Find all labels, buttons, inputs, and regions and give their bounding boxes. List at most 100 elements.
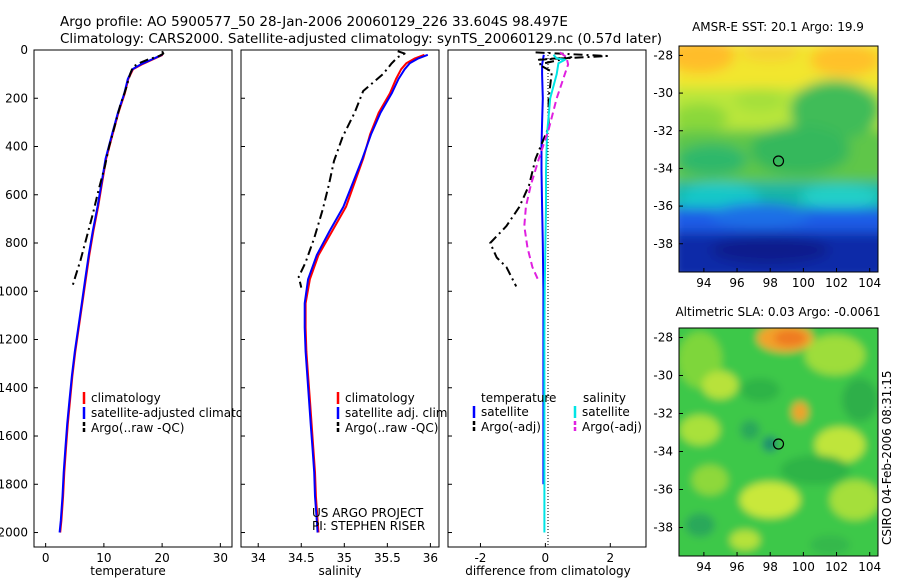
- lat-tick-label: -36: [653, 483, 673, 497]
- lon-tick-label: 100: [792, 276, 815, 290]
- legend-label-climatology: climatology: [345, 391, 415, 405]
- sla-map-ticks: 94 96 98 100 102 104 -28 -30 -32 -34 -36 -38: [653, 331, 881, 575]
- temperature-legend: climatology satellite-adjusted climatolo…: [82, 391, 269, 435]
- lat-tick-label: -30: [653, 369, 673, 383]
- temperature-ticks: 0 10 20 30 0 200 400 600 800 1000 1200 1400 1600 1800…: [0, 43, 228, 565]
- y-tick-label: 600: [5, 188, 28, 202]
- legend-label-argo: Argo(..raw -QC): [91, 421, 184, 435]
- lat-tick-label: -34: [653, 445, 673, 459]
- y-tick-label: 1800: [0, 477, 28, 491]
- sla-map-frame: [678, 327, 879, 557]
- salinity-panel: 34 34.5 35 35.5 36 salinity climatology sate…: [240, 49, 451, 578]
- figure-title-line2: Climatology: CARS2000. Satellite-adjuste…: [60, 31, 662, 47]
- lon-tick-label: 94: [696, 560, 711, 574]
- legend-label-sal-satellite: satellite: [582, 405, 630, 419]
- lon-tick-label: 100: [792, 560, 815, 574]
- sst-map-ticks: 94 96 98 100 102 104 -28 -30 -32 -34 -36 -38: [653, 48, 881, 290]
- lat-tick-label: -32: [653, 407, 673, 421]
- y-tick-label: 1600: [0, 429, 28, 443]
- x-tick-label: 34.5: [288, 551, 315, 565]
- y-tick-label: 2000: [0, 526, 28, 540]
- legend-header-temperature: temperature: [481, 391, 556, 405]
- x-tick-label: 35: [337, 551, 352, 565]
- series-satellite-adj-clim-: [303, 53, 429, 533]
- lon-tick-label: 104: [858, 560, 881, 574]
- difference-xlabel: difference from climatology: [465, 564, 631, 578]
- figure-title-line1: Argo profile: AO 5900577_50 28-Jan-2006 …: [60, 14, 568, 30]
- y-tick-label: 1000: [0, 284, 28, 298]
- lon-tick-label: 94: [696, 276, 711, 290]
- lon-tick-label: 96: [729, 560, 744, 574]
- difference-panel: -2 0 2 difference from climatology tempera…: [447, 49, 647, 578]
- lon-tick-label: 98: [763, 560, 778, 574]
- temperature-axes-box: [33, 49, 233, 548]
- legend-label-argo: Argo(..raw -QC): [345, 421, 438, 435]
- project-annotation-line2: PI: STEPHEN RISER: [312, 519, 425, 533]
- x-tick-label: -2: [474, 551, 486, 565]
- sst-field: [679, 46, 878, 272]
- difference-series: [489, 51, 608, 533]
- salinity-series: [297, 50, 429, 533]
- project-annotation-line1: US ARGO PROJECT: [312, 506, 424, 520]
- salinity-xlabel: salinity: [318, 564, 361, 578]
- x-tick-label: 10: [96, 551, 111, 565]
- lat-tick-label: -36: [653, 199, 673, 213]
- difference-legend: temperature salinity satellite Argo(-adj…: [472, 391, 642, 434]
- lon-tick-label: 102: [825, 276, 848, 290]
- legend-header-salinity: salinity: [583, 391, 626, 405]
- y-tick-label: 1200: [0, 333, 28, 347]
- legend-label-satellite-adjusted: satellite-adjusted climatology: [91, 406, 269, 420]
- sla-argo-location-marker: [772, 438, 785, 450]
- x-tick-label: 20: [154, 551, 169, 565]
- x-tick-label: 0: [542, 551, 550, 565]
- sst-map-title: AMSR-E SST: 20.1 Argo: 19.9: [692, 20, 864, 34]
- x-tick-label: 34: [251, 551, 266, 565]
- salinity-ticks: 34 34.5 35 35.5 36: [241, 49, 438, 565]
- lat-tick-label: -38: [653, 521, 673, 535]
- lon-tick-label: 104: [858, 276, 881, 290]
- salinity-axes-box: [240, 49, 440, 548]
- sla-field: [679, 328, 878, 556]
- y-tick-label: 0: [20, 43, 28, 57]
- x-tick-label: 0: [42, 551, 50, 565]
- x-tick-label: 30: [213, 551, 228, 565]
- lat-tick-label: -38: [653, 237, 673, 251]
- sst-map-panel: AMSR-E SST: 20.1 Argo: 19.9: [653, 20, 881, 290]
- lon-tick-label: 96: [729, 276, 744, 290]
- series-salinity-argo-adj-: [523, 51, 570, 283]
- sst-map-frame: [678, 45, 879, 273]
- x-tick-label: 35.5: [374, 551, 401, 565]
- legend-label-temp-argo: Argo(-adj): [481, 420, 541, 434]
- lat-tick-label: -32: [653, 124, 673, 138]
- lat-tick-label: -28: [653, 331, 673, 345]
- y-tick-label: 200: [5, 91, 28, 105]
- series-temperature-argo-adj-: [489, 51, 608, 287]
- lon-tick-label: 102: [825, 560, 848, 574]
- salinity-legend: climatology satellite adj. clim. Argo(..…: [336, 391, 451, 435]
- lat-tick-label: -30: [653, 86, 673, 100]
- lat-tick-label: -34: [653, 161, 673, 175]
- temperature-xlabel: temperature: [90, 564, 165, 578]
- legend-label-satellite-adj: satellite adj. clim.: [345, 406, 451, 420]
- temperature-panel: 0 10 20 30 0 200 400 600 800 1000 1200 1400 1600 1800…: [0, 43, 269, 578]
- sst-argo-location-marker: [772, 155, 785, 167]
- credit-timestamp: CSIRO 04-Feb-2006 08:31:15: [880, 370, 894, 545]
- series-salinity-satellite: [543, 54, 566, 533]
- series-argo-raw-qc-: [297, 50, 406, 288]
- y-tick-label: 1400: [0, 381, 28, 395]
- lat-tick-label: -28: [653, 48, 673, 62]
- series-argo-raw-qc-: [71, 50, 165, 287]
- y-tick-label: 400: [5, 140, 28, 154]
- legend-label-temp-satellite: satellite: [481, 405, 529, 419]
- temperature-series: [58, 50, 165, 533]
- x-tick-label: 2: [606, 551, 614, 565]
- sla-map-title: Altimetric SLA: 0.03 Argo: -0.0061: [675, 305, 880, 319]
- sla-map-panel: Altimetric SLA: 0.03 Argo: -0.0061: [653, 305, 881, 575]
- difference-ticks: -2 0 2: [448, 49, 614, 565]
- y-tick-label: 800: [5, 236, 28, 250]
- legend-label-sal-argo: Argo(-adj): [582, 420, 642, 434]
- legend-label-climatology: climatology: [91, 391, 161, 405]
- series-satellite-adjusted-climatology: [58, 53, 163, 533]
